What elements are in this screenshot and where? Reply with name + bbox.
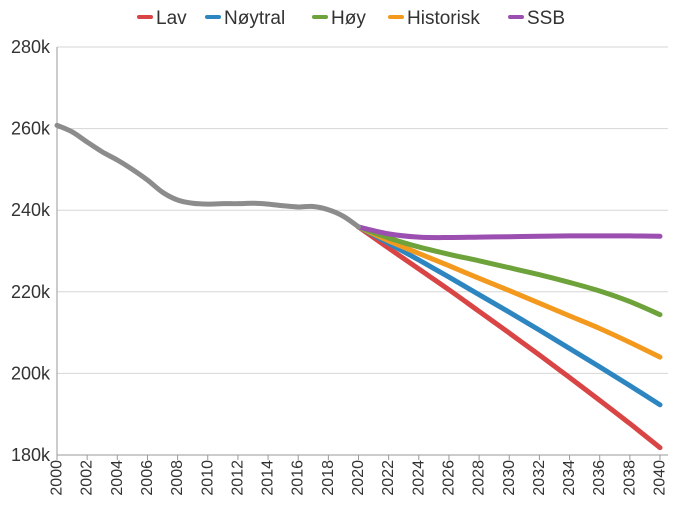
y-tick-label: 220k	[11, 282, 51, 302]
x-tick-label: 2022	[380, 460, 397, 496]
x-tick-label: 2014	[260, 460, 277, 496]
series-line-høy	[356, 224, 663, 318]
axes	[56, 47, 668, 456]
y-tick-label: 260k	[11, 119, 51, 139]
series-line-historisk	[356, 224, 663, 360]
series-line-ssb	[356, 224, 663, 241]
x-tick-label: 2032	[531, 460, 548, 496]
x-tick-label: 2036	[591, 460, 608, 496]
gridlines	[57, 46, 668, 374]
legend: Lav Nøytral Høy Historisk SSB	[137, 8, 565, 29]
x-tick-label: 2010	[199, 460, 216, 496]
x-tick-label: 2016	[290, 460, 307, 496]
series-lines	[54, 122, 663, 451]
x-tick-label: 2012	[229, 460, 246, 496]
y-axis-ticks: 180k 200k 220k 240k 260k 280k	[11, 37, 51, 465]
x-tick-label: 2026	[440, 460, 457, 496]
x-tick-label: 2008	[169, 460, 186, 496]
x-tick-label: 2040	[652, 460, 669, 496]
x-tick-label: 2000	[49, 460, 66, 496]
x-tick-label: 2030	[501, 460, 518, 496]
historical-line	[54, 122, 361, 230]
legend-label: Nøytral	[224, 8, 285, 29]
x-tick-label: 2020	[350, 460, 367, 496]
x-tick-label: 2024	[410, 460, 427, 496]
y-tick-label: 240k	[11, 200, 51, 220]
series-line-lav	[356, 224, 663, 451]
x-axis-ticks: 2000 2002 2004 2006 2008 2010 2012 2014 2016 2018…	[49, 455, 669, 496]
y-tick-label: 180k	[11, 445, 51, 465]
x-tick-label: 2018	[320, 460, 337, 496]
y-tick-label: 280k	[11, 37, 51, 57]
x-tick-label: 2028	[471, 460, 488, 496]
x-tick-label: 2038	[621, 460, 638, 496]
legend-label: Lav	[156, 8, 187, 29]
legend-label: Historisk	[407, 8, 480, 29]
x-tick-label: 2004	[109, 460, 126, 496]
x-tick-label: 2002	[79, 460, 96, 496]
legend-label: Høy	[331, 8, 366, 29]
y-tick-label: 200k	[11, 363, 51, 383]
x-tick-label: 2034	[561, 460, 578, 496]
series-line-nøytral	[356, 224, 663, 408]
legend-label: SSB	[527, 8, 565, 29]
x-tick-label: 2006	[139, 460, 156, 496]
